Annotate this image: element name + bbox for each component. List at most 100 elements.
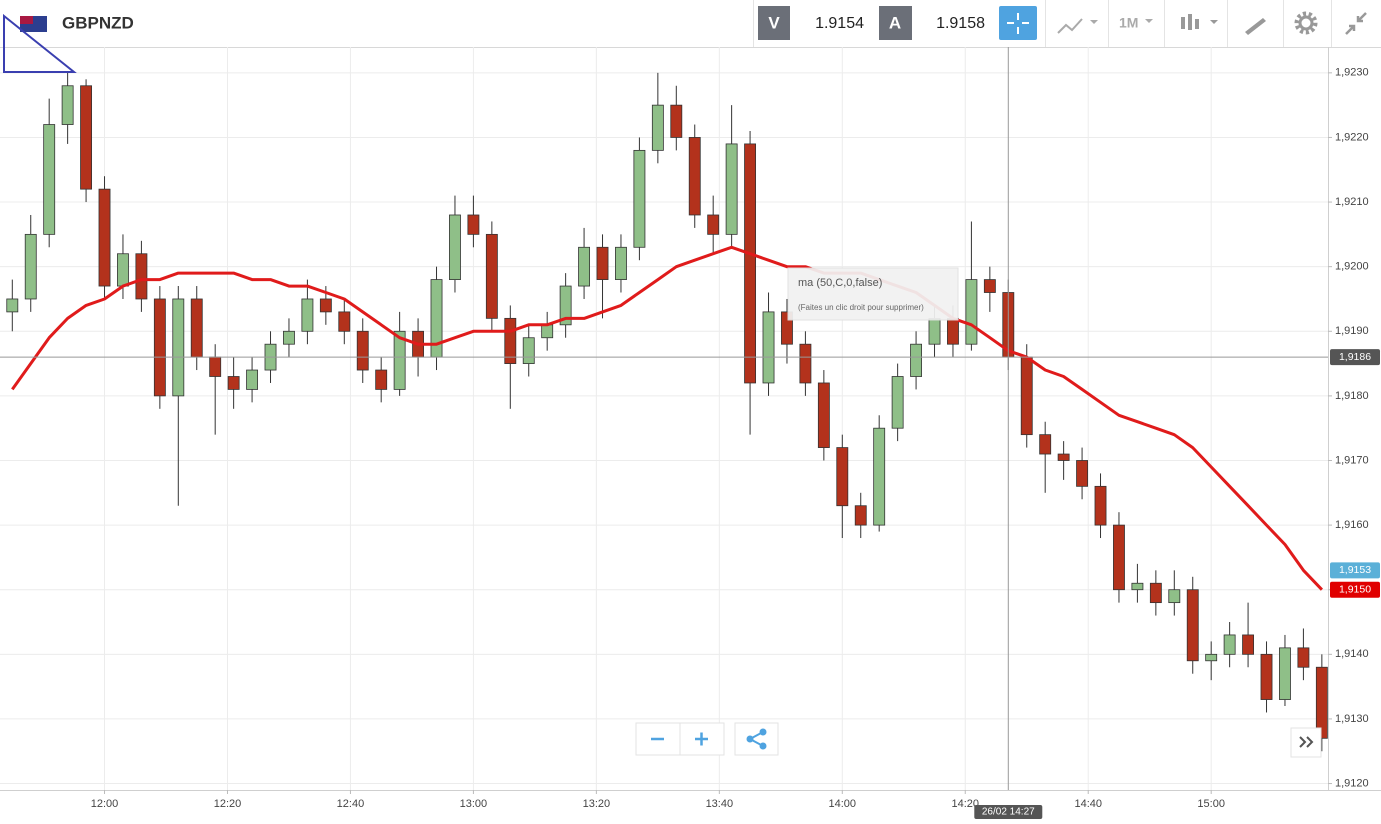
candle-body: [227, 376, 240, 390]
y-tick-label: 1,9210: [1335, 196, 1369, 208]
y-tick-label: 1,9160: [1335, 519, 1369, 531]
x-tick-label: 12:40: [337, 798, 365, 810]
crosshair-button[interactable]: [999, 6, 1037, 40]
bid-label: V: [768, 13, 780, 32]
price-marker-box: [1330, 581, 1380, 598]
bid-price: 1.9154: [815, 15, 864, 32]
x-tick-label: 13:00: [460, 798, 488, 810]
ask-price: 1.9158: [936, 15, 985, 32]
candle-body: [541, 324, 554, 339]
settings-button[interactable]: [1294, 11, 1318, 35]
candle-body: [1113, 524, 1125, 591]
y-tick-label: 1,9120: [1335, 777, 1369, 789]
flag-icon: [20, 16, 47, 32]
crosshair-label: 26/02 14:27: [982, 807, 1035, 818]
candle-body: [61, 85, 74, 125]
candle-body: [1297, 647, 1310, 668]
share-icon: [746, 728, 767, 750]
x-tick-label: 14:00: [829, 798, 857, 810]
ask-label: A: [889, 13, 901, 32]
candle-body: [559, 285, 572, 326]
y-tick-label: 1,9130: [1335, 713, 1369, 725]
candle-body: [356, 330, 369, 371]
candle-body: [1186, 589, 1199, 662]
candle-body: [24, 233, 37, 300]
plot-marks: [6, 72, 1328, 752]
candle-body: [725, 143, 738, 235]
tooltip: ma (50,C,0,false) (Faites un clic droit …: [787, 267, 959, 321]
candle-body: [965, 279, 978, 345]
candle-body: [947, 317, 959, 345]
price-marker-box: [1330, 562, 1380, 579]
candle-body: [246, 369, 259, 390]
candle-body: [190, 298, 203, 358]
ask-button[interactable]: [879, 6, 912, 40]
x-tick-label: 12:20: [214, 798, 242, 810]
scroll-right-button[interactable]: [1290, 727, 1322, 758]
price-marker-label: 1,9186: [1339, 351, 1371, 363]
draw-tool-button[interactable]: [1245, 18, 1266, 35]
overlay: 26/02 14:27 1,9186 1,9153 1,9150: [0, 47, 1380, 819]
candle-body: [1094, 485, 1107, 526]
candle-body: [928, 317, 941, 345]
candle-body: [891, 376, 904, 429]
candle-type-button[interactable]: [1181, 14, 1218, 30]
x-tick-label: 15:00: [1197, 798, 1225, 810]
candle-body: [596, 246, 609, 280]
x-tick-label: 12:00: [91, 798, 119, 810]
tooltip-hint: (Faites un clic droit pour supprimer): [798, 303, 924, 312]
x-tick-label: 13:20: [583, 798, 611, 810]
x-tick-label: 13:40: [706, 798, 734, 810]
candle-body: [283, 330, 295, 345]
y-tick-label: 1,9200: [1335, 261, 1369, 273]
candle-body: [836, 447, 849, 507]
zoom-controls: [635, 722, 1322, 758]
candle-body: [1223, 634, 1236, 655]
candle-body: [80, 85, 93, 190]
candle-body: [117, 253, 129, 287]
symbol: GBPNZD: [62, 13, 134, 32]
candle-body: [781, 311, 793, 345]
y-tick-label: 1,9170: [1335, 454, 1369, 466]
candle-body: [301, 298, 314, 332]
candle-body: [1242, 634, 1255, 655]
separator: [753, 0, 754, 47]
candle-body: [873, 427, 886, 526]
candle-body: [153, 298, 166, 397]
candle-body: [983, 279, 996, 293]
candle-body: [651, 104, 664, 151]
candle-body: [1315, 666, 1328, 739]
y-tick-label: 1,9140: [1335, 648, 1369, 660]
candle-body: [1131, 582, 1144, 591]
drawing-triangle: [3, 13, 77, 73]
candle-body: [578, 246, 591, 287]
chart-style-button[interactable]: [1057, 18, 1098, 34]
candle-body: [762, 311, 775, 384]
candle-body: [670, 104, 683, 138]
bid-button[interactable]: [758, 6, 790, 40]
timeframe-caret: [1145, 19, 1153, 23]
candle-body: [615, 246, 627, 280]
scroll-icon: [1299, 736, 1314, 748]
candle-body: [1205, 653, 1218, 662]
candle-body: [1168, 589, 1181, 604]
candle-body: [707, 214, 720, 235]
candle-body: [817, 382, 830, 448]
y-tick-label: 1,9220: [1335, 131, 1369, 143]
candle-body: [1149, 582, 1162, 604]
candle-body: [209, 356, 222, 377]
crosshair-label-box: [974, 805, 1043, 819]
collapse-button[interactable]: [1345, 12, 1367, 35]
zoom-in-button[interactable]: [679, 722, 725, 756]
candle-body: [744, 143, 757, 384]
price-marker-box: [1330, 349, 1380, 366]
moving-average-line: [11, 245, 1323, 591]
candle-body: [1020, 356, 1033, 436]
candle-body: [688, 137, 701, 216]
header-bar: [0, 0, 1381, 47]
price-marker-label: 1,9153: [1339, 564, 1371, 576]
timeframe[interactable]: 1M: [1119, 15, 1138, 31]
share-button[interactable]: [734, 722, 779, 756]
